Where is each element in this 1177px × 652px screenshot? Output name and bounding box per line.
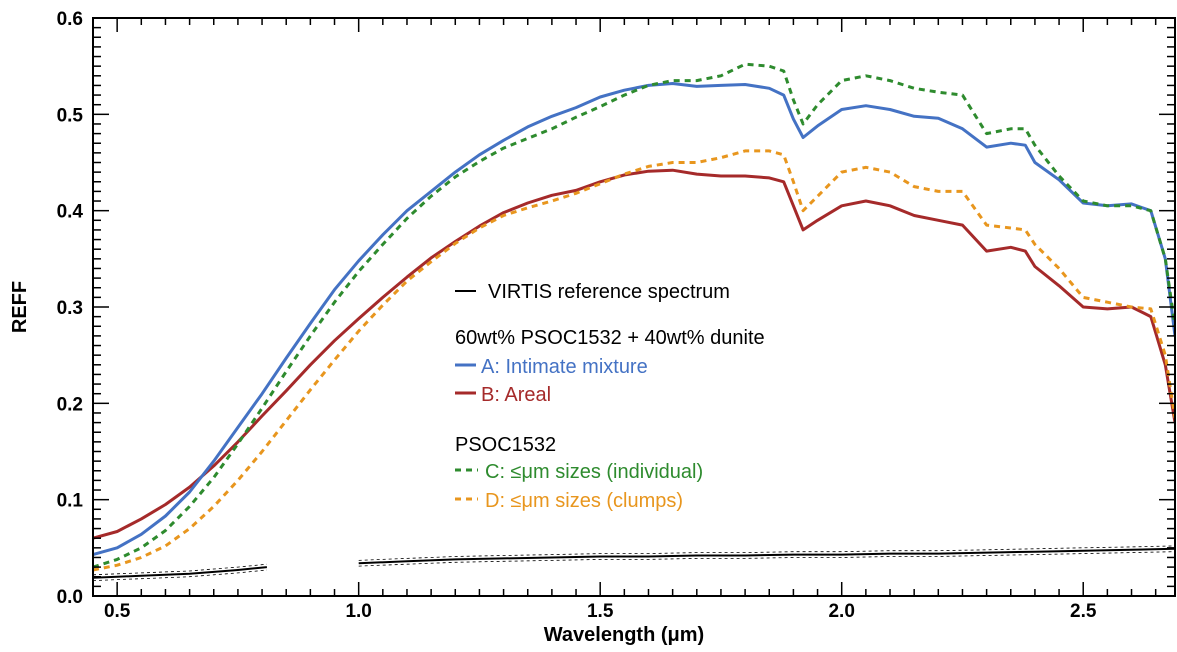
legend-heading-mixture: 60wt% PSOC1532 + 40wt% dunite xyxy=(455,327,765,349)
series-line-1 xyxy=(93,168,1175,540)
series-line-0 xyxy=(93,82,1175,557)
series-line-3 xyxy=(93,149,1175,572)
y-tick-label: 0.3 xyxy=(57,298,83,319)
y-tick-label: 0.4 xyxy=(57,202,84,223)
x-tick-label: 2.5 xyxy=(1070,601,1097,622)
x-tick-label: 2.0 xyxy=(828,601,854,622)
series-layer xyxy=(93,62,1175,579)
legend-label-b: B: Areal xyxy=(481,384,551,406)
y-tick-label: 0.0 xyxy=(57,587,83,608)
legend-label-a: A: Intimate mixture xyxy=(481,356,648,378)
reference-envelope-4-1 xyxy=(93,563,267,576)
reference-envelope-layer xyxy=(93,545,1175,581)
y-axis: 0.0 0.1 0.2 0.3 0.4 0.5 0.6 xyxy=(57,9,1175,608)
series-line-4 xyxy=(93,566,267,579)
y-tick-label: 0.5 xyxy=(57,105,84,126)
reference-envelope-4-0 xyxy=(93,569,267,581)
x-axis: 0.5 1.0 1.5 2.0 2.5 xyxy=(92,18,1157,622)
x-tick-label: 1.0 xyxy=(345,601,371,622)
legend-label-d: D: ≤μm sizes (clumps) xyxy=(485,490,683,512)
reference-envelope-5-0 xyxy=(358,551,1175,567)
y-tick-label: 0.2 xyxy=(57,394,83,415)
reference-envelope-5-1 xyxy=(358,545,1175,561)
legend-label-c: C: ≤μm sizes (individual) xyxy=(485,461,703,483)
series-line-5 xyxy=(358,547,1175,565)
x-axis-title: Wavelength (μm) xyxy=(544,624,704,646)
legend-heading-psoc: PSOC1532 xyxy=(455,434,556,456)
x-tick-label: 0.5 xyxy=(104,601,131,622)
legend: VIRTIS reference spectrum 60wt% PSOC1532… xyxy=(455,281,765,512)
series-line-2 xyxy=(93,62,1175,569)
y-axis-title: REFF xyxy=(9,281,31,333)
x-tick-label: 1.5 xyxy=(587,601,614,622)
y-tick-label: 0.1 xyxy=(57,491,84,512)
legend-label-reference: VIRTIS reference spectrum xyxy=(488,281,730,303)
y-tick-label: 0.6 xyxy=(57,9,83,30)
